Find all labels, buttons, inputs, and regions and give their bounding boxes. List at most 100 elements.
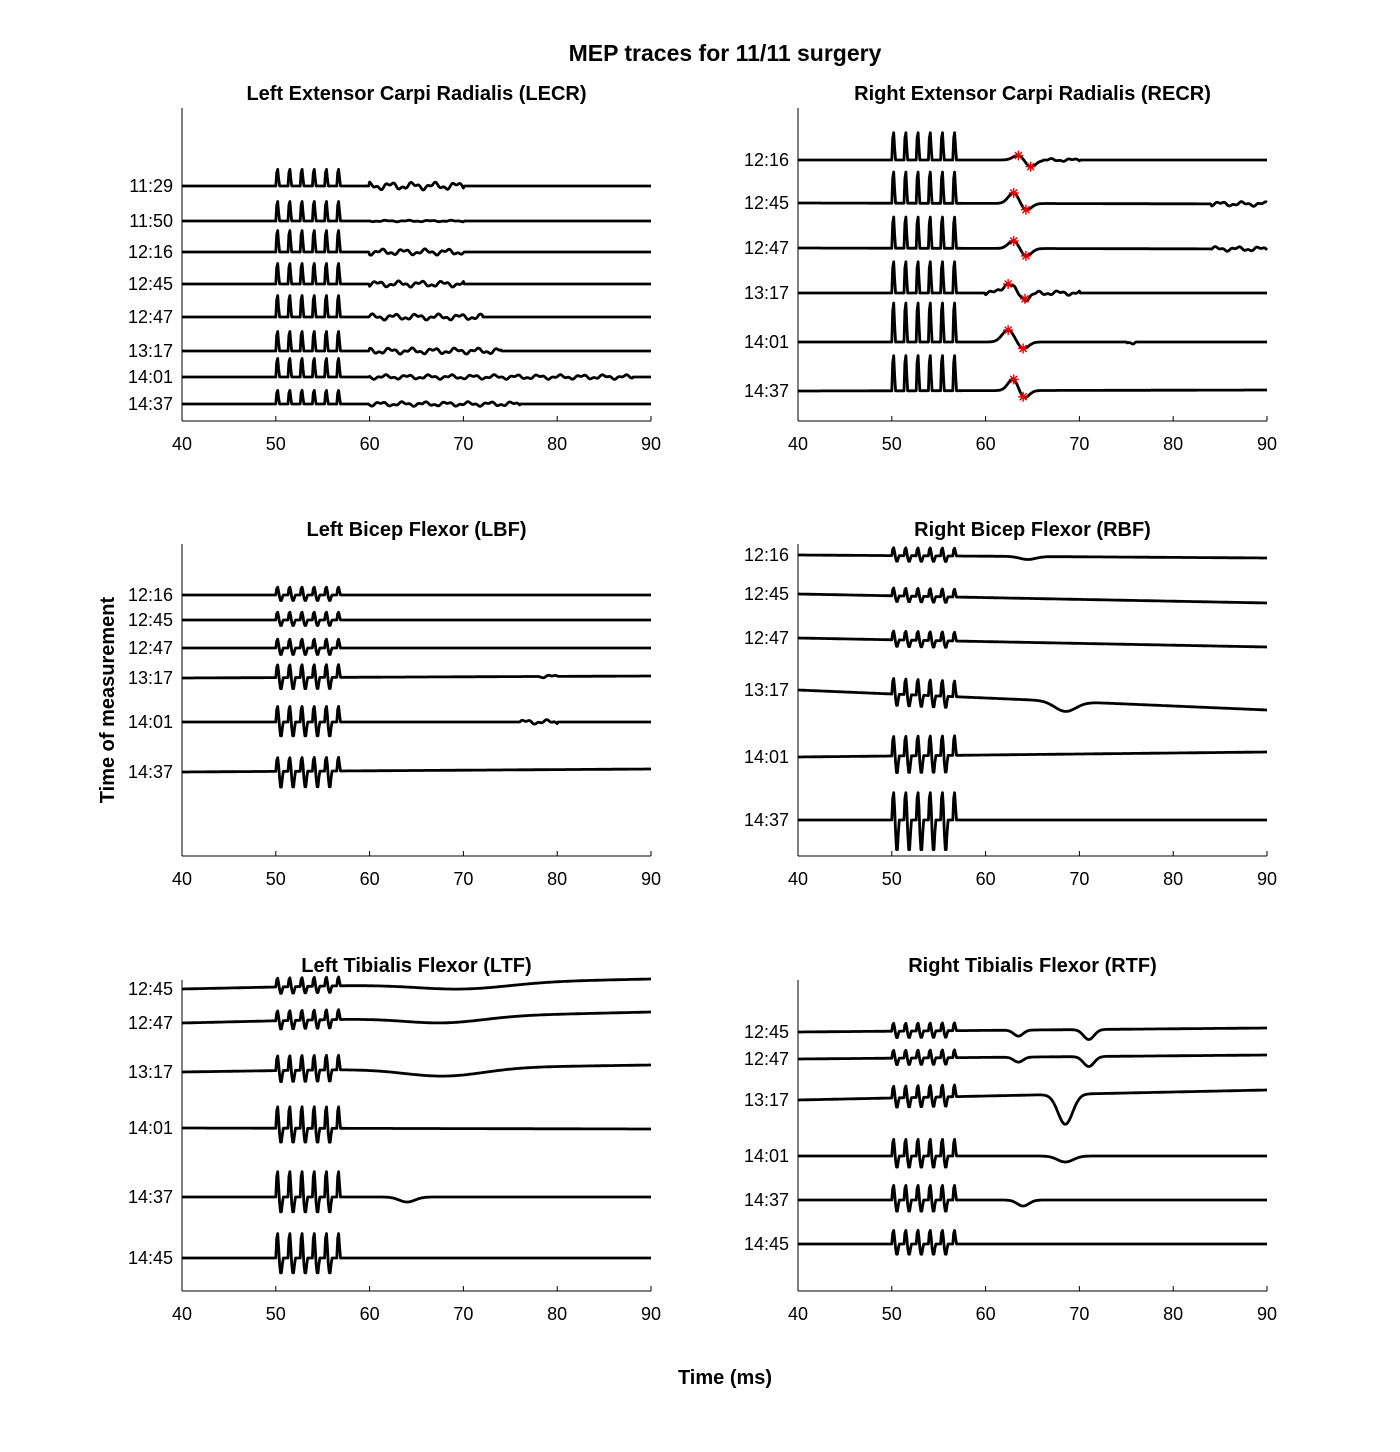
x-tick-label: 40 (172, 869, 192, 889)
trace-line (181, 663, 652, 691)
x-tick-label: 70 (453, 434, 473, 454)
trace-line (181, 167, 652, 192)
y-tick-label: 14:01 (744, 1146, 789, 1166)
y-tick-label: 12:47 (744, 238, 789, 258)
y-tick-label: 13:17 (128, 1062, 173, 1082)
trace-line (181, 755, 652, 789)
trace-line (797, 1048, 1268, 1068)
peak-marker (1020, 250, 1031, 261)
peak-marker (1008, 236, 1019, 247)
y-tick-label: 13:17 (744, 680, 789, 700)
trace-line (797, 131, 1268, 169)
x-tick-label: 90 (1257, 869, 1277, 889)
x-tick-label: 50 (266, 434, 286, 454)
y-tick-label: 14:37 (128, 762, 173, 782)
x-tick-label: 70 (1069, 1304, 1089, 1324)
peak-marker (1008, 187, 1019, 198)
y-tick-label: 13:17 (744, 283, 789, 303)
x-tick-label: 60 (976, 869, 996, 889)
x-tick-label: 60 (976, 1304, 996, 1324)
peak-marker (1018, 391, 1029, 402)
panel-title: Left Tibialis Flexor (LTF) (301, 955, 531, 977)
panel-6: Right Tibialis Flexor (RTF) 40 50 60 70 80 90 1… (744, 955, 1277, 1324)
peak-marker (1018, 343, 1029, 354)
y-tick-label: 12:45 (744, 1022, 789, 1042)
y-tick-label: 12:47 (128, 307, 173, 327)
y-tick-label: 14:45 (128, 1248, 173, 1268)
peak-marker (1019, 293, 1030, 304)
trace-line (181, 1232, 652, 1275)
peak-marker (1003, 325, 1014, 336)
peak-marker (1025, 161, 1036, 172)
trace-line (797, 629, 1268, 649)
peak-marker (1013, 150, 1024, 161)
trace-line (797, 301, 1268, 351)
x-tick-label: 80 (547, 434, 567, 454)
panel-title: Right Bicep Flexor (RBF) (914, 519, 1151, 541)
peak-marker (1020, 204, 1031, 215)
x-tick-label: 40 (172, 434, 192, 454)
panel-4: Right Bicep Flexor (RBF) 40 50 60 70 80 90 12:1… (744, 519, 1277, 889)
panel-title: Right Extensor Carpi Radialis (RECR) (854, 83, 1211, 105)
y-tick-label: 12:45 (744, 584, 789, 604)
y-tick-label: 11:29 (129, 176, 173, 196)
y-tick-label: 14:37 (128, 394, 173, 414)
y-tick-label: 12:16 (744, 150, 789, 170)
trace-line (181, 1170, 652, 1214)
y-tick-label: 14:37 (744, 810, 789, 830)
y-tick-label: 14:01 (128, 712, 173, 732)
trace-line (797, 1138, 1268, 1169)
trace-line (797, 546, 1268, 563)
trace-line (181, 388, 652, 408)
trace-line (181, 705, 652, 738)
trace-line (181, 1105, 652, 1144)
figure-xlabel: Time (ms) (678, 1367, 772, 1389)
trace-line (797, 586, 1268, 605)
x-tick-label: 90 (641, 434, 661, 454)
trace-line (797, 170, 1268, 212)
y-tick-label: 13:17 (744, 1090, 789, 1110)
panel-3: Left Bicep Flexor (LBF) 40 50 60 70 80 90 12:16… (128, 519, 661, 889)
x-tick-label: 40 (788, 434, 808, 454)
x-tick-label: 90 (1257, 1304, 1277, 1324)
y-tick-label: 12:45 (744, 193, 789, 213)
x-tick-label: 80 (1163, 869, 1183, 889)
y-tick-label: 14:01 (128, 367, 173, 387)
x-tick-label: 80 (1163, 434, 1183, 454)
x-tick-label: 40 (172, 1304, 192, 1324)
trace-line (797, 1184, 1268, 1213)
x-tick-label: 90 (1257, 434, 1277, 454)
x-tick-label: 50 (882, 434, 902, 454)
trace-line (181, 229, 652, 257)
trace-line (797, 1021, 1268, 1041)
y-tick-label: 12:47 (744, 628, 789, 648)
x-tick-label: 60 (360, 1304, 380, 1324)
trace-line (797, 677, 1268, 713)
trace-line (797, 215, 1269, 258)
y-tick-label: 14:45 (744, 1234, 789, 1254)
x-tick-label: 50 (882, 1304, 902, 1324)
y-tick-label: 14:01 (744, 747, 789, 767)
y-tick-label: 12:16 (128, 585, 173, 605)
x-tick-label: 50 (266, 1304, 286, 1324)
y-tick-label: 13:17 (128, 341, 173, 361)
trace-line (797, 354, 1268, 400)
trace-line (181, 610, 652, 627)
panel-2: Right Extensor Carpi Radialis (RECR) 40 50… (744, 83, 1277, 454)
x-tick-label: 40 (788, 1304, 808, 1324)
x-tick-label: 50 (266, 869, 286, 889)
trace-line (181, 262, 652, 289)
x-tick-label: 50 (882, 869, 902, 889)
x-tick-label: 60 (976, 434, 996, 454)
peak-marker (1003, 279, 1014, 290)
trace-line (181, 294, 652, 322)
y-tick-label: 11:50 (129, 211, 173, 231)
x-tick-label: 60 (360, 869, 380, 889)
trace-line (181, 1008, 652, 1031)
x-tick-label: 80 (1163, 1304, 1183, 1324)
x-tick-label: 70 (1069, 434, 1089, 454)
y-tick-label: 12:45 (128, 274, 173, 294)
x-tick-label: 70 (453, 869, 473, 889)
trace-line (797, 791, 1268, 851)
